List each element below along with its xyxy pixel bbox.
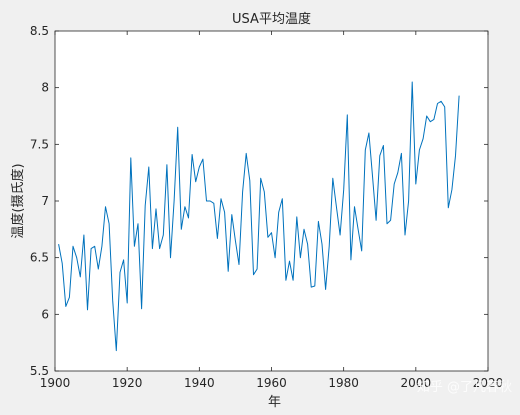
x-tick-label: 1940 bbox=[184, 376, 215, 390]
x-axis: 1900 1920 1940 1960 1980 2000 2020 bbox=[40, 31, 504, 390]
y-tick-label: 7.5 bbox=[30, 137, 49, 151]
y-axis-label: 温度(摄氏度) bbox=[10, 163, 26, 238]
y-tick-label: 6.5 bbox=[30, 251, 49, 265]
x-tick-label: 2020 bbox=[473, 376, 504, 390]
y-tick-label: 6 bbox=[41, 307, 49, 321]
x-axis-label: 年 bbox=[268, 395, 281, 410]
y-axis: 5.5 6 6.5 7 7.5 8 8.5 bbox=[30, 24, 488, 378]
y-tick-label: 8.5 bbox=[30, 24, 49, 38]
chart-marks bbox=[58, 81, 460, 352]
x-tick-label: 1920 bbox=[112, 376, 143, 390]
y-tick-label: 8 bbox=[41, 81, 49, 95]
chart-title: USA平均温度 bbox=[232, 11, 311, 27]
y-tick-label: 7 bbox=[41, 194, 49, 208]
watermark-text: 知乎 @了凡春秋 bbox=[417, 379, 512, 395]
x-tick-label: 1960 bbox=[256, 376, 287, 390]
series-line bbox=[58, 81, 460, 352]
x-tick-label: 2000 bbox=[401, 376, 432, 390]
plot-area bbox=[55, 31, 488, 371]
x-tick-label: 1900 bbox=[40, 376, 71, 390]
y-tick-label: 5.5 bbox=[30, 364, 49, 378]
x-tick-label: 1980 bbox=[328, 376, 359, 390]
